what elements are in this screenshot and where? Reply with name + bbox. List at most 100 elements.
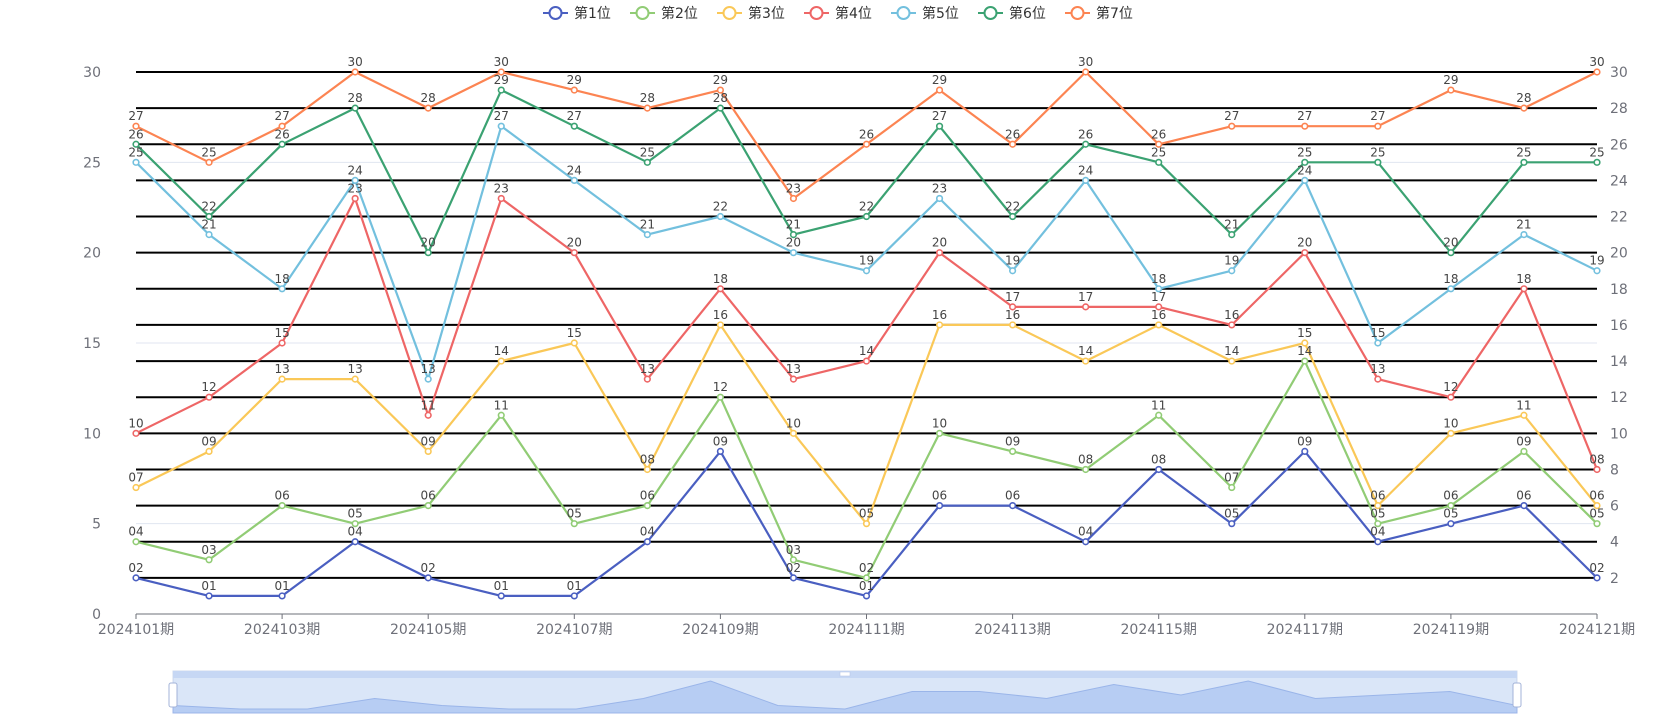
data-label: 11	[1151, 398, 1166, 412]
data-label: 20	[421, 236, 436, 250]
data-label: 26	[1078, 127, 1093, 141]
data-label: 27	[932, 109, 947, 123]
data-point	[278, 375, 286, 383]
data-point	[862, 592, 871, 600]
data-label: 24	[348, 163, 363, 177]
data-label: 30	[1589, 55, 1604, 69]
data-point	[1228, 321, 1236, 329]
legend-circle-icon	[809, 6, 824, 20]
data-point	[1082, 140, 1090, 148]
data-point	[643, 538, 651, 546]
left-y-axis: 0 5 10 15 20 25 30	[83, 65, 101, 623]
data-label: 27	[128, 109, 143, 123]
legend-item[interactable]: 第7位	[1065, 5, 1133, 22]
data-label: 05	[859, 507, 874, 521]
data-label: 23	[786, 181, 801, 195]
zoom-move-grip[interactable]	[839, 671, 851, 677]
data-label: 23	[348, 181, 363, 195]
legend-item[interactable]: 第3位	[717, 5, 785, 22]
data-point	[278, 339, 286, 347]
data-label: 29	[494, 73, 509, 87]
data-point	[424, 574, 432, 582]
data-label: 09	[1516, 434, 1531, 448]
data-label: 18	[274, 272, 289, 286]
data-point	[132, 140, 140, 148]
legend-item[interactable]: 第6位	[978, 5, 1046, 22]
legend-item[interactable]: 第1位	[543, 5, 611, 22]
data-point	[1593, 520, 1601, 528]
data-point	[1228, 122, 1236, 130]
data-label: 25	[1589, 145, 1604, 159]
legend-item[interactable]: 第2位	[630, 5, 698, 22]
data-point	[132, 574, 140, 582]
data-point	[1374, 520, 1382, 528]
data-point	[351, 68, 359, 76]
left-y-tick-label: 20	[83, 246, 101, 262]
data-label: 08	[1589, 452, 1604, 466]
data-label: 29	[713, 73, 728, 87]
data-label: 06	[1370, 489, 1385, 503]
x-tick-label: 2024119期	[1413, 622, 1489, 638]
data-label: 11	[421, 398, 436, 412]
data-point	[1155, 411, 1163, 419]
data-labels: 02 01 01 04 02 01 01 04 09 02 01 06 06 04 08 05 09 04 05 06…	[128, 55, 1604, 593]
left-y-tick-label: 15	[83, 336, 101, 352]
data-point	[497, 86, 505, 94]
right-y-tick-label: 2	[1610, 571, 1619, 587]
data-label: 13	[421, 362, 436, 376]
data-label: 28	[640, 91, 655, 105]
data-label: 17	[1078, 290, 1093, 304]
zoom-handle-left[interactable]	[168, 682, 178, 708]
data-point	[1301, 357, 1309, 365]
data-point	[1301, 122, 1309, 130]
data-label: 10	[128, 416, 143, 430]
data-point	[1520, 158, 1528, 166]
data-label: 05	[1443, 507, 1458, 521]
right-y-tick-label: 26	[1610, 137, 1628, 153]
data-label: 13	[1370, 362, 1385, 376]
data-label: 06	[1005, 489, 1020, 503]
data-point	[1520, 285, 1528, 293]
data-point	[1447, 393, 1455, 401]
data-label: 01	[274, 579, 289, 593]
data-point	[789, 194, 798, 203]
data-point	[1228, 520, 1236, 528]
data-label: 25	[201, 145, 216, 159]
x-tick-label: 2024117期	[1267, 622, 1343, 638]
data-point	[789, 375, 798, 383]
data-label: 19	[1005, 254, 1020, 268]
data-label: 12	[1443, 380, 1458, 394]
legend-circle-icon	[1070, 6, 1085, 20]
data-label: 17	[1151, 290, 1166, 304]
data-point	[1447, 86, 1455, 94]
data-label: 21	[786, 218, 801, 232]
data-point	[205, 556, 213, 564]
legend-item[interactable]: 第4位	[804, 5, 872, 22]
data-point	[789, 429, 798, 437]
data-label: 16	[932, 308, 947, 322]
zoom-handle-right[interactable]	[1512, 682, 1522, 708]
data-label: 14	[1078, 344, 1093, 358]
data-point	[1082, 176, 1090, 184]
data-point	[643, 375, 651, 383]
data-label: 21	[1516, 218, 1531, 232]
data-point	[424, 249, 432, 257]
data-point	[351, 375, 359, 383]
zoom-selection[interactable]	[173, 671, 1517, 713]
data-point	[1593, 158, 1601, 166]
data-label: 02	[786, 561, 801, 575]
legend-circle-icon	[548, 6, 563, 20]
data-point	[862, 574, 871, 582]
data-point	[570, 520, 578, 528]
data-label: 05	[1589, 507, 1604, 521]
legend-item[interactable]: 第5位	[891, 5, 959, 22]
legend[interactable]: 第1位 第2位 第3位 第4位 第5位 第6位 第7位	[543, 5, 1133, 22]
data-point	[1374, 375, 1382, 383]
data-label: 22	[1005, 200, 1020, 214]
data-label: 04	[348, 525, 363, 539]
data-zoom-slider[interactable]	[168, 670, 1522, 714]
data-point	[1520, 411, 1528, 419]
data-point	[1301, 176, 1309, 184]
zoom-overview-area	[172, 680, 1518, 714]
data-label: 12	[713, 380, 728, 394]
